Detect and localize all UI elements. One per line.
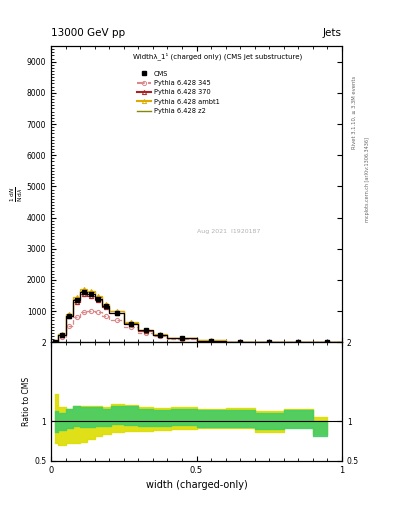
Y-axis label: $\frac{1}{\mathrm{N}}\frac{\mathrm{d}N}{\mathrm{d}\lambda}$: $\frac{1}{\mathrm{N}}\frac{\mathrm{d}N}{… (9, 186, 25, 202)
Text: Rivet 3.1.10, ≥ 3.3M events: Rivet 3.1.10, ≥ 3.3M events (352, 76, 357, 150)
Text: 13000 GeV pp: 13000 GeV pp (51, 28, 125, 38)
Text: Jets: Jets (323, 28, 342, 38)
Text: Widthλ_1¹ (charged only) (CMS jet substructure): Widthλ_1¹ (charged only) (CMS jet substr… (132, 52, 302, 60)
Y-axis label: Ratio to CMS: Ratio to CMS (22, 377, 31, 426)
Legend: CMS, Pythia 6.428 345, Pythia 6.428 370, Pythia 6.428 ambt1, Pythia 6.428 z2: CMS, Pythia 6.428 345, Pythia 6.428 370,… (136, 70, 220, 115)
Text: Aug 2021  I1920187: Aug 2021 I1920187 (196, 229, 260, 233)
Text: mcplots.cern.ch [arXiv:1306.3436]: mcplots.cern.ch [arXiv:1306.3436] (365, 137, 371, 222)
X-axis label: width (charged-only): width (charged-only) (146, 480, 247, 490)
